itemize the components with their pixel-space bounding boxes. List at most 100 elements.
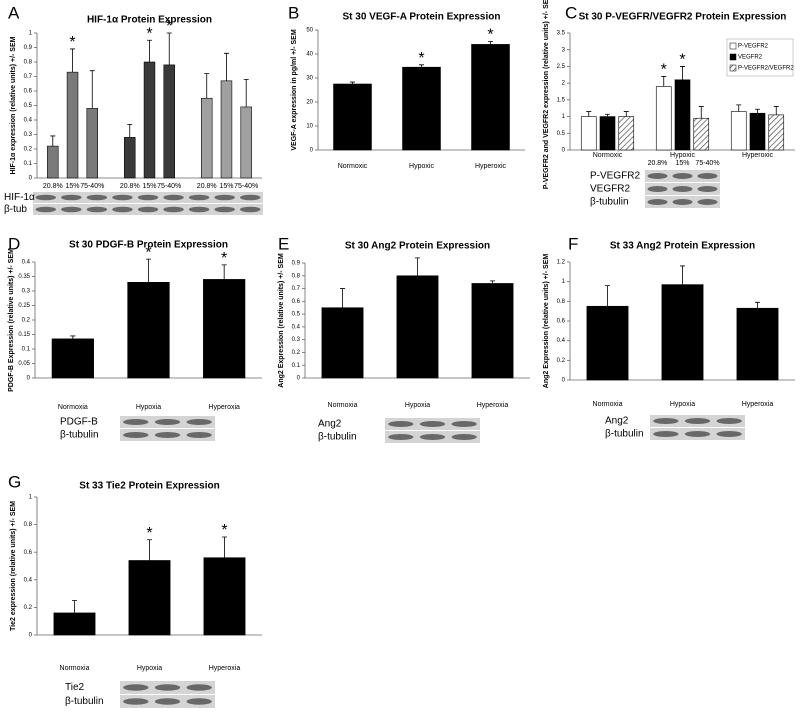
y-tick-label: 2 — [562, 81, 566, 87]
panel-label: D — [8, 234, 20, 253]
blot-band — [697, 173, 718, 179]
y-tick-label: 0 — [297, 376, 301, 382]
y-tick-label: 0.1 — [22, 347, 31, 353]
significance-marker: * — [146, 525, 152, 542]
blot-band — [188, 206, 210, 213]
y-tick-label: 0.4 — [24, 118, 33, 124]
chart-title: St 30 PDGF-B Protein Expression — [69, 240, 228, 251]
blot-band — [154, 684, 181, 691]
blot-band — [647, 186, 668, 192]
bar — [396, 275, 439, 379]
x-tick-label: 15% — [219, 183, 233, 190]
y-tick-label: 0.3 — [24, 132, 33, 138]
bar — [693, 117, 710, 151]
blot-band — [163, 206, 184, 213]
blot-label: Ang2 — [318, 419, 342, 430]
x-tick-label: Hypoxic — [409, 163, 434, 170]
y-tick-label: 50 — [306, 28, 313, 34]
error-bar — [350, 81, 355, 84]
y-tick-label: 0.4 — [557, 338, 566, 344]
y-tick-label: 0 — [310, 148, 314, 154]
x-tick-label: Hypoxic — [670, 152, 695, 159]
y-tick-label: 0.05 — [18, 361, 30, 367]
blot-band — [35, 194, 56, 201]
error-bar — [661, 76, 667, 87]
panel-label: A — [8, 3, 20, 22]
blot-band — [451, 421, 477, 427]
blot-label: VEGFR2 — [590, 184, 630, 195]
blot-band — [61, 194, 82, 201]
bar — [661, 284, 704, 381]
blot-band — [35, 206, 56, 213]
error-bar — [223, 52, 229, 81]
blot-band — [419, 421, 446, 427]
chart-title: St 30 VEGF-A Protein Expression — [342, 12, 500, 23]
blot-label: Ang2 — [605, 416, 629, 427]
error-bar — [89, 70, 95, 109]
bar — [128, 560, 171, 636]
blot-band — [672, 173, 693, 179]
error-bar — [147, 539, 152, 561]
y-tick-label: 1.5 — [557, 97, 566, 103]
y-tick-label: 0.5 — [24, 103, 33, 109]
x-tick-label: Normoxic — [338, 163, 368, 170]
bar — [586, 305, 629, 381]
y-tick-label: 1 — [562, 114, 566, 120]
y-tick-label: 0.9 — [292, 261, 301, 267]
y-axis-label: VEGF-A expression in pg/ml +/- SEM — [291, 29, 298, 150]
y-tick-label: 1.2 — [557, 260, 566, 266]
x-tick-label: Normoxic — [593, 152, 623, 159]
blot-band — [451, 434, 477, 440]
y-tick-label: 0.3 — [292, 337, 301, 343]
blot-band — [716, 431, 742, 437]
error-bar — [680, 265, 685, 285]
error-bar — [70, 48, 76, 73]
x-tick-label: Hyperoxia — [742, 401, 774, 408]
bar — [203, 557, 246, 636]
y-tick-label: 0.8 — [292, 273, 301, 279]
bar — [66, 71, 79, 179]
blot-band — [647, 199, 668, 205]
blot-lane-label: 20.8% — [648, 160, 668, 167]
error-bar — [490, 280, 495, 284]
blot-band — [716, 418, 742, 424]
blot-band — [186, 684, 212, 691]
error-bar — [70, 335, 76, 339]
x-tick-label: Normoxia — [60, 665, 90, 672]
x-tick-label: Normoxia — [593, 401, 623, 408]
blot-band — [154, 698, 181, 705]
y-tick-label: 0 — [29, 633, 33, 639]
blot-label: Tie2 — [65, 682, 85, 693]
y-tick-label: 0.4 — [22, 260, 31, 266]
y-tick-label: 0.2 — [24, 147, 33, 153]
blot-band — [388, 434, 414, 440]
x-tick-label: 20.8% — [43, 183, 63, 190]
chart-title: St 30 P-VEGFR/VEGFR2 Protein Expression — [579, 12, 787, 23]
y-tick-label: 0.6 — [557, 319, 566, 325]
y-tick-label: 0.35 — [18, 274, 30, 280]
bar — [53, 612, 96, 636]
y-tick-label: 0.1 — [24, 161, 33, 167]
bar — [201, 97, 213, 179]
blot-band — [214, 206, 235, 213]
error-bar — [680, 66, 685, 80]
significance-marker: * — [145, 244, 151, 261]
y-tick-label: 0.6 — [24, 89, 33, 95]
error-bar — [166, 32, 172, 65]
blot-lane-label: 75-40% — [695, 160, 719, 167]
error-bar — [72, 600, 77, 613]
blot-label: β-tubulin — [65, 696, 104, 707]
bar — [220, 80, 233, 179]
blot-label: β-tubulin — [60, 430, 99, 441]
x-tick-label: 75-40% — [234, 183, 258, 190]
legend-label: VEGFR2 — [738, 55, 763, 61]
blot-band — [86, 206, 108, 213]
significance-marker: * — [221, 250, 227, 267]
legend-swatch — [729, 42, 737, 50]
blot-band — [697, 199, 718, 205]
error-bar — [204, 73, 210, 99]
blot-band — [154, 432, 181, 438]
x-tick-label: 15% — [142, 183, 156, 190]
panel-label: B — [288, 3, 299, 22]
legend-box — [726, 38, 794, 77]
